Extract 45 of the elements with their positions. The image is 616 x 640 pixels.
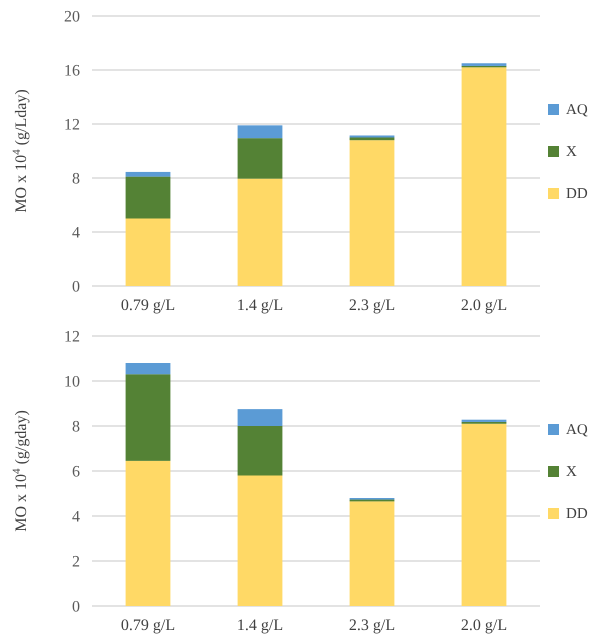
bar <box>126 363 170 374</box>
bar <box>238 426 282 476</box>
y-tick-label: 0 <box>72 598 80 616</box>
y-tick-label: 8 <box>72 170 80 188</box>
y-tick-label: 0 <box>72 278 80 296</box>
x-tick-label: 0.79 g/L <box>120 297 176 314</box>
x-tick-label: 2.3 g/L <box>348 297 396 314</box>
bar <box>462 424 506 606</box>
bar <box>462 63 506 66</box>
bar <box>126 176 170 218</box>
bar <box>126 374 170 461</box>
y-tick-label: 4 <box>72 224 80 242</box>
x-tick-label: 1.4 g/L <box>236 297 284 314</box>
y-tick-label: 16 <box>64 62 80 80</box>
y-tick-label: 4 <box>72 508 80 526</box>
bar <box>238 178 282 286</box>
bar <box>238 125 282 138</box>
x-tick-label: 2.0 g/L <box>460 297 508 314</box>
bar <box>238 138 282 179</box>
x-tick-label: 2.3 g/L <box>348 617 396 634</box>
x-tick-label: 1.4 g/L <box>236 617 284 634</box>
y-tick-label: 10 <box>64 374 80 391</box>
bar <box>462 67 506 286</box>
bar <box>350 138 394 140</box>
x-tick-label: 2.0 g/L <box>460 617 508 634</box>
legend-label: DD <box>566 186 588 202</box>
legend-label: X <box>566 464 577 480</box>
legend-label: X <box>566 144 577 160</box>
bar <box>238 476 282 606</box>
y-tick-label: 12 <box>64 116 80 134</box>
bar <box>126 460 170 606</box>
legend-label: AQ <box>566 102 588 118</box>
bar <box>126 172 170 177</box>
bar <box>238 409 282 426</box>
y-tick-label: 8 <box>72 418 80 436</box>
bar <box>126 218 170 286</box>
y-tick-label: 2 <box>72 554 80 571</box>
y-tick-label: 6 <box>72 464 80 481</box>
x-tick-label: 0.79 g/L <box>120 617 176 634</box>
bar <box>350 501 394 606</box>
legend-label: DD <box>566 506 588 522</box>
bar <box>350 140 394 286</box>
legend-label: AQ <box>566 422 588 438</box>
y-tick-label: 12 <box>64 328 80 346</box>
y-tick-label: 20 <box>64 8 80 26</box>
